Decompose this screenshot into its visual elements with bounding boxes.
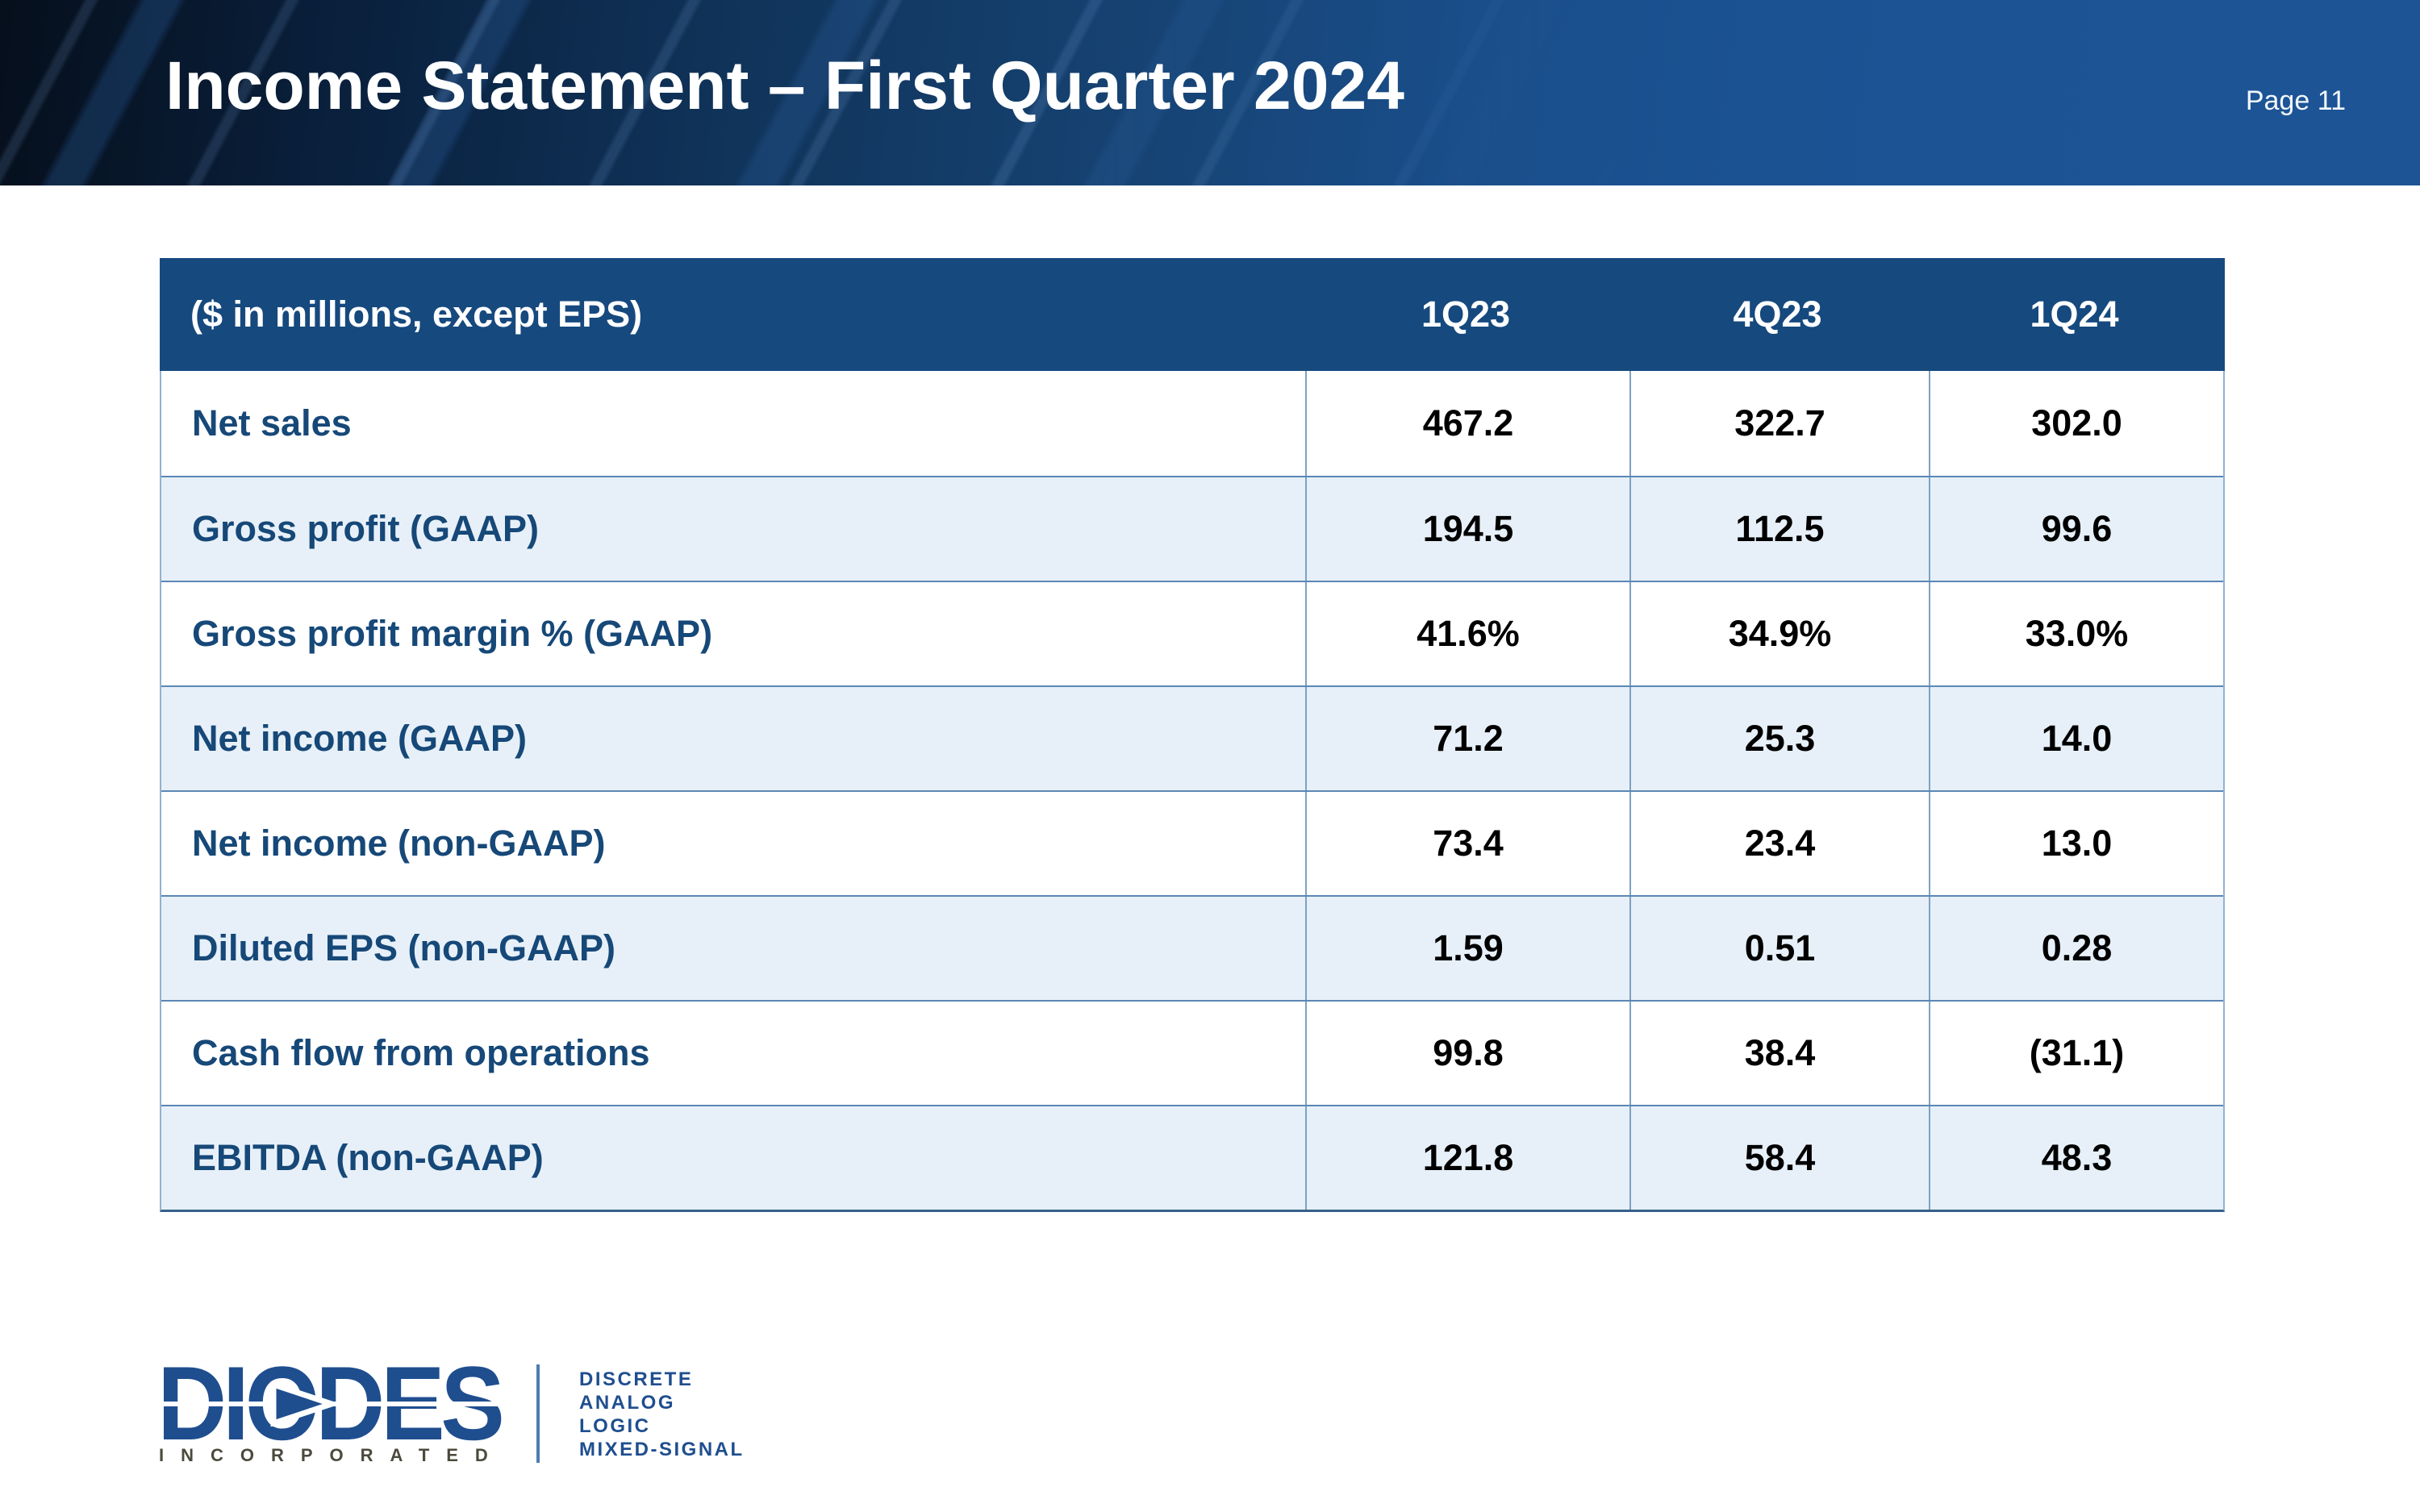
table-header-units-label: ($ in millions, except EPS) [190, 294, 643, 335]
diodes-wordmark-group: DIODES INCORPORATED [157, 1351, 528, 1493]
row-label: Gross profit margin % (GAAP) [192, 613, 713, 654]
table-row-ebitda: EBITDA (non-GAAP) 121.8 58.4 48.3 [161, 1105, 2223, 1210]
income-statement-table: ($ in millions, except EPS) 1Q23 4Q23 1Q… [160, 258, 2225, 1212]
row-value: 58.4 [1629, 1106, 1929, 1210]
row-label: Diluted EPS (non-GAAP) [192, 927, 615, 968]
row-value: 38.4 [1629, 1002, 1929, 1105]
row-value: 33.0% [1929, 582, 2223, 685]
title-banner: Income Statement – First Quarter 2024 Pa… [0, 0, 2420, 185]
row-label: Net income (non-GAAP) [192, 823, 606, 864]
table-row-net-income-non-gaap: Net income (non-GAAP) 73.4 23.4 13.0 [161, 790, 2223, 895]
table-row-gross-profit-margin: Gross profit margin % (GAAP) 41.6% 34.9%… [161, 581, 2223, 685]
table-row-net-income-gaap: Net income (GAAP) 71.2 25.3 14.0 [161, 685, 2223, 790]
logo-divider [536, 1364, 540, 1463]
row-value: 1.59 [1305, 897, 1629, 1000]
row-value: 14.0 [1929, 687, 2223, 790]
row-value: 34.9% [1629, 582, 1929, 685]
banner-texture [0, 0, 1646, 185]
row-value: 467.2 [1305, 371, 1629, 476]
tagline-mixed-signal: MIXED-SIGNAL [579, 1439, 745, 1460]
page-number: Page 11 [2245, 85, 2346, 116]
row-value: 322.7 [1629, 371, 1929, 476]
tagline-logic: LOGIC [579, 1415, 651, 1437]
row-value: 48.3 [1929, 1106, 2223, 1210]
row-value: 25.3 [1629, 687, 1929, 790]
row-value: 13.0 [1929, 792, 2223, 895]
table-body: Net sales 467.2 322.7 302.0 Gross profit… [160, 371, 2225, 1212]
row-label: Net income (GAAP) [192, 718, 528, 759]
row-label: Cash flow from operations [192, 1032, 650, 1073]
row-label: Net sales [192, 402, 352, 444]
row-label: EBITDA (non-GAAP) [192, 1137, 544, 1178]
table-header-col-1q23: 1Q23 [1421, 294, 1511, 335]
row-value: 112.5 [1629, 477, 1929, 581]
row-value: 302.0 [1929, 371, 2223, 476]
row-value: 0.28 [1929, 897, 2223, 1000]
table-row-cash-flow: Cash flow from operations 99.8 38.4 (31.… [161, 1000, 2223, 1105]
tagline-analog: ANALOG [579, 1392, 675, 1414]
row-value: 41.6% [1305, 582, 1629, 685]
row-value: 121.8 [1305, 1106, 1629, 1210]
slide-title: Income Statement – First Quarter 2024 [165, 48, 1404, 123]
diode-arrow-icon [270, 1381, 336, 1427]
row-value: 99.6 [1929, 477, 2223, 581]
table-row-net-sales: Net sales 467.2 322.7 302.0 [161, 371, 2223, 476]
row-value: 23.4 [1629, 792, 1929, 895]
tagline-discrete: DISCRETE [579, 1368, 694, 1390]
table-header-row: ($ in millions, except EPS) 1Q23 4Q23 1Q… [160, 258, 2225, 371]
row-value: 0.51 [1629, 897, 1929, 1000]
table-header-col-1q24: 1Q24 [2030, 294, 2119, 335]
row-value: 73.4 [1305, 792, 1629, 895]
row-label: Gross profit (GAAP) [192, 508, 540, 549]
diodes-logo: DIODES INCORPORATED DISCRETE ANALOG LOGI… [157, 1351, 964, 1502]
table-row-diluted-eps: Diluted EPS (non-GAAP) 1.59 0.51 0.28 [161, 895, 2223, 1000]
row-value: 194.5 [1305, 477, 1629, 581]
row-value: 71.2 [1305, 687, 1629, 790]
table-row-gross-profit: Gross profit (GAAP) 194.5 112.5 99.6 [161, 476, 2223, 581]
table-header-col-4q23: 4Q23 [1733, 294, 1822, 335]
row-value: (31.1) [1929, 1002, 2223, 1105]
logo-tagline: DISCRETE ANALOG LOGIC MIXED-SIGNAL [579, 1368, 745, 1461]
row-value: 99.8 [1305, 1002, 1629, 1105]
incorporated-label: INCORPORATED [159, 1445, 505, 1465]
